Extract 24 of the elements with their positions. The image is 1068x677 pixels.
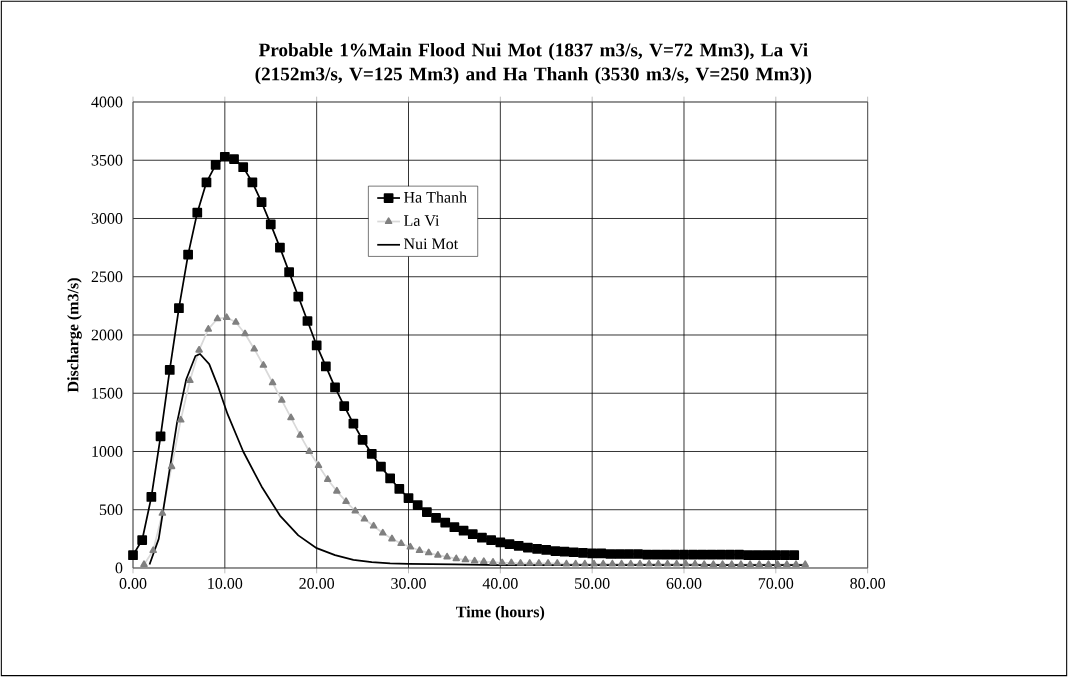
- x-tick-label: 10.00: [208, 578, 243, 589]
- x-tick-label: 80.00: [850, 578, 886, 589]
- y-tick-label: 2500: [91, 271, 123, 283]
- chart-title: Probable 1%Main Flood Nui Mot (1837 m3/s, V=72 Mm3), La Vi (2152m3/s, V=125 Mm3) and Ha Thanh (3530 m3/s, V=250 Mm3)): [255, 42, 812, 85]
- x-tick-label: 50.00: [575, 578, 610, 589]
- y-tick-label: 2000: [91, 329, 123, 341]
- legend-label: La Vi: [403, 215, 440, 227]
- y-tick-label: 0: [115, 562, 123, 574]
- legend-label: Nui Mot: [403, 238, 459, 250]
- x-tick-label: 0.00: [119, 578, 147, 589]
- legend-label: Ha Thanh: [403, 191, 467, 203]
- x-tick-label: 30.00: [391, 578, 426, 589]
- y-axis-title: Discharge (m3/s): [67, 278, 82, 393]
- y-tick-label: 3000: [91, 213, 123, 224]
- y-tick-label: 3500: [91, 154, 123, 166]
- x-tick-label: 60.00: [666, 578, 702, 589]
- y-tick-label: 1000: [92, 446, 123, 457]
- y-tick-label: 1500: [92, 387, 123, 399]
- y-tick-label: 4000: [91, 96, 123, 108]
- x-tick-label: 70.00: [758, 578, 794, 589]
- x-tick-label: 20.00: [299, 578, 335, 589]
- x-tick-label: 40.00: [482, 578, 518, 589]
- x-axis-title: Time (hours): [456, 606, 545, 621]
- y-tick-label: 500: [99, 504, 123, 516]
